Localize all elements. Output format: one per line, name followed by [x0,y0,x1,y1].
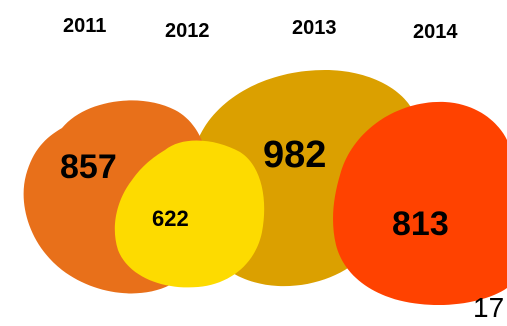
page-number: 17 [473,292,505,323]
bubble-2014 [333,101,507,306]
bubble-2012 [114,140,265,288]
year-label-2014: 2014 [413,21,458,43]
value-label-2014: 813 [392,205,449,243]
year-label-2011: 2011 [63,15,106,37]
value-label-2012: 622 [152,206,189,231]
year-label-2013: 2013 [292,17,337,39]
value-label-2013: 982 [263,134,326,176]
year-label-2012: 2012 [165,20,210,42]
value-label-2011: 857 [60,148,117,186]
